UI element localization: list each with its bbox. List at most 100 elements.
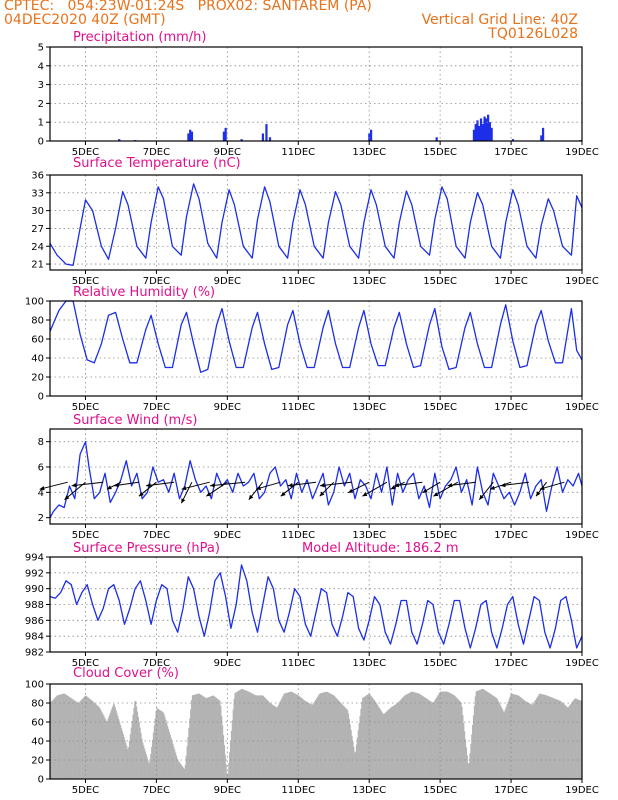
cloud-bar: [263, 696, 265, 779]
cloud-bar: [277, 705, 280, 779]
cloud-bar: [423, 696, 425, 779]
precip-bar: [490, 127, 493, 141]
x-tick-label: 9DEC: [214, 402, 241, 413]
cloud-bar: [381, 712, 383, 779]
cloud-bar: [231, 720, 233, 779]
cloud-bar: [176, 758, 178, 779]
wind-arrow-head: [319, 491, 325, 497]
cloud-bar: [528, 703, 530, 779]
cloud-bar: [564, 704, 566, 779]
precip-bar: [222, 131, 225, 141]
cloud-bar: [194, 694, 196, 779]
cloud-bar: [472, 715, 475, 779]
cloud-bar: [443, 691, 445, 779]
cloud-bar: [438, 693, 440, 779]
cloud-bar: [306, 701, 308, 779]
x-tick-label: 19DEC: [565, 530, 599, 541]
cloud-bar: [55, 696, 57, 779]
cloud-bar: [369, 694, 371, 779]
cloud-bar: [447, 691, 449, 779]
cloud-bar: [473, 705, 476, 779]
x-tick-label: 17DEC: [494, 276, 528, 287]
cloud-bar: [351, 735, 353, 779]
wind-arrow-head: [288, 483, 293, 488]
cloud-bar: [405, 694, 407, 779]
cloud-bar: [100, 710, 102, 779]
cloud-bar: [191, 695, 194, 779]
wind-arrow-head: [256, 485, 261, 491]
cloud-bar: [393, 705, 395, 779]
cloud-bar: [219, 700, 221, 779]
x-tick-label: 15DEC: [423, 530, 457, 541]
cloud-bar: [183, 768, 186, 779]
precip-bar: [265, 124, 268, 141]
x-tick-label: 19DEC: [565, 658, 599, 669]
cloud-bar: [91, 700, 93, 779]
cloud-bar: [339, 702, 342, 779]
cloud-bar: [190, 700, 193, 779]
wind-arrow: [210, 481, 246, 487]
cloud-bar: [546, 695, 548, 779]
cloud-bar: [525, 701, 527, 779]
cloud-bar: [59, 694, 61, 779]
cloud-bar: [107, 718, 109, 779]
cloud-bar: [234, 693, 236, 779]
cloud-bar: [204, 697, 206, 779]
y-tick-label: 40: [31, 737, 44, 748]
cloud-bar: [267, 700, 269, 779]
cloud-bar: [98, 707, 100, 779]
cloud-bar: [145, 754, 147, 779]
cloud-bar: [427, 699, 429, 779]
x-tick-label: 17DEC: [494, 147, 528, 158]
cloud-bar: [292, 692, 294, 779]
wind-arrow-head: [362, 492, 368, 497]
cloud-bar: [206, 697, 209, 779]
cloud-bar: [455, 696, 457, 779]
cloud-bar: [198, 693, 200, 779]
cloud-bar: [436, 696, 438, 779]
cloud-bar: [286, 692, 288, 779]
cloud-bar: [226, 774, 228, 779]
cloud-bar: [245, 690, 248, 779]
cloud-bar: [409, 692, 411, 779]
cloud-bar: [419, 694, 421, 779]
cloud-bar: [544, 695, 546, 779]
x-tick-label: 17DEC: [494, 402, 528, 413]
cloud-bar: [224, 754, 226, 779]
cloud-bar: [417, 693, 419, 779]
cloud-bar: [214, 697, 217, 779]
cloud-bar: [425, 698, 428, 779]
cloud-bar: [87, 697, 89, 779]
cloud-bar: [138, 722, 140, 779]
cloud-bar: [112, 704, 115, 779]
cloud-bar: [80, 700, 82, 779]
cloud-bar: [175, 755, 178, 779]
y-tick-label: 2: [38, 513, 44, 524]
cloud-bar: [332, 695, 335, 779]
cloud-bar: [102, 713, 104, 779]
cloud-bar: [236, 692, 238, 779]
cloud-bar: [276, 707, 278, 779]
cloud-bar: [174, 749, 176, 779]
cloud-bar: [537, 695, 539, 779]
cloud-bar: [418, 693, 421, 779]
cloud-bar: [557, 699, 559, 779]
cloud-bar: [112, 706, 114, 779]
y-tick-label: 100: [25, 297, 44, 308]
cloud-bar: [257, 695, 259, 779]
cloud-bar: [56, 695, 58, 779]
panel-1: 0 1 2 3 4 5 5DEC 7DEC 9DEC 11DEC 13DEC 15DEC 17DEC 19…: [38, 30, 599, 158]
x-tick-label: 15DEC: [423, 276, 457, 287]
cloud-bar: [541, 694, 543, 779]
cloud-bar: [484, 690, 486, 779]
cloud-bar: [533, 702, 535, 779]
cloud-bar: [559, 700, 562, 779]
y-tick-label: 0: [38, 775, 44, 786]
cloud-bar: [511, 693, 514, 779]
cloud-bar: [327, 692, 329, 779]
cloud-bar: [336, 698, 338, 779]
x-tick-label: 11DEC: [281, 276, 315, 287]
y-tick-label: 40: [31, 354, 44, 365]
cloud-bar: [367, 694, 369, 779]
y-tick-label: 982: [25, 648, 44, 659]
